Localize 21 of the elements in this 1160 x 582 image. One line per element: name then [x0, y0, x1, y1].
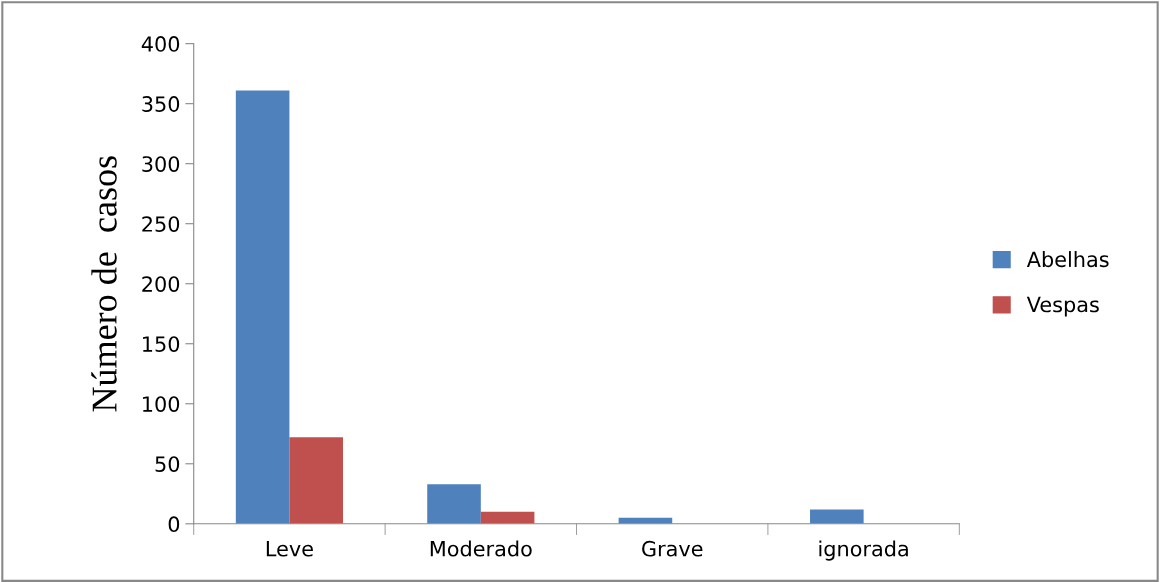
- y-tick-label: 50: [155, 456, 180, 472]
- y-tick-label: 350: [142, 96, 180, 112]
- y-tick-label: 300: [142, 156, 180, 172]
- legend-label: Vespas: [1026, 296, 1099, 317]
- y-tick-label: 150: [143, 336, 180, 352]
- x-tick-label: Moderado: [430, 540, 532, 557]
- x-tick-label: Grave: [642, 540, 703, 557]
- x-tick-label: ignorada: [819, 540, 908, 561]
- bar: [427, 484, 481, 524]
- x-tick-label: Leve: [266, 541, 313, 557]
- bar: [235, 90, 290, 524]
- bar: [289, 437, 344, 524]
- y-axis-title: Número de casos: [91, 156, 117, 412]
- y-tick-label: 200: [142, 276, 180, 292]
- bar: [480, 511, 535, 524]
- y-tick-label: 100: [143, 396, 180, 412]
- legend-label: Abelhas: [1026, 251, 1109, 268]
- bar: [810, 509, 864, 524]
- y-tick-label: 400: [141, 36, 180, 52]
- y-tick-label: 250: [142, 216, 180, 232]
- y-tick-label: 0: [168, 516, 180, 533]
